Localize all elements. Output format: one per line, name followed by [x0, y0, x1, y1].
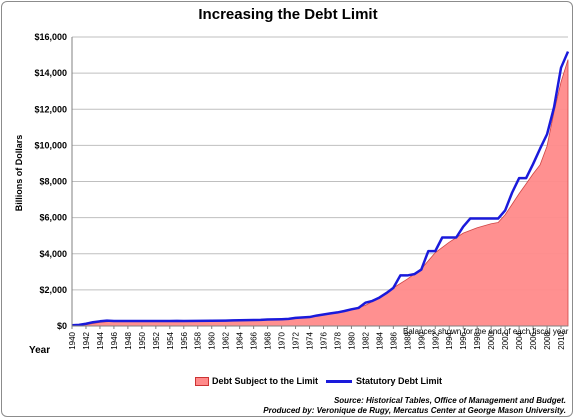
y-tick-label-7: $14,000 — [34, 68, 67, 78]
y-tick-label-3: $6,000 — [39, 213, 67, 223]
y-tick-labels: $0 $2,000 $4,000 $6,000 $8,000 $10,000 $12,000… — [34, 32, 67, 331]
y-tick-label-6: $12,000 — [34, 104, 67, 114]
x-tick-label-29: 1998 — [473, 331, 482, 349]
x-tick-label-30: 2000 — [487, 331, 496, 349]
chart-title: Increasing the Debt Limit — [198, 6, 378, 23]
x-tick-label-33: 2006 — [529, 331, 538, 349]
x-tick-label-12: 1964 — [236, 331, 245, 349]
x-tick-label-23: 1986 — [389, 331, 398, 349]
x-tick-label-24: 1988 — [403, 331, 412, 349]
x-tick-label-8: 1956 — [180, 331, 189, 349]
x-tick-label-6: 1952 — [152, 331, 161, 349]
x-tick-label-25: 1990 — [417, 331, 426, 349]
y-tick-label-0: $0 — [57, 321, 67, 331]
x-tick-label-18: 1976 — [319, 331, 328, 349]
y-tick-label-8: $16,000 — [34, 32, 67, 42]
produced-by-text: Produced by: Veronique de Rugy, Mercatus… — [263, 406, 566, 415]
legend-item-statutory-limit: Statutory Debt Limit — [326, 376, 442, 386]
x-tick-label-20: 1980 — [347, 331, 356, 349]
x-tick-labels: 1940 1942 1944 1946 1948 1950 1952 1954 1956 1958… — [68, 326, 566, 350]
area-debt-subject — [71, 59, 569, 327]
legend-swatch-area — [195, 376, 209, 386]
x-tick-label-22: 1984 — [375, 331, 384, 349]
x-tick-label-11: 1962 — [222, 331, 231, 349]
x-tick-label-15: 1970 — [278, 331, 287, 349]
x-tick-label-16: 1972 — [292, 331, 301, 349]
y-tick-label-4: $8,000 — [39, 177, 67, 187]
x-tick-label-3: 1946 — [110, 331, 119, 349]
legend-label-statutory-limit: Statutory Debt Limit — [356, 376, 443, 386]
legend-swatch-line — [326, 379, 352, 383]
x-tick-label-2: 1944 — [96, 331, 105, 349]
x-tick-label-4: 1948 — [124, 331, 133, 349]
x-tick-label-31: 2002 — [501, 331, 510, 349]
y-tick-label-2: $4,000 — [39, 249, 67, 259]
x-tick-label-27: 1994 — [445, 331, 454, 349]
x-tick-label-14: 1968 — [264, 331, 273, 349]
source-text: Source: Historical Tables, Office of Man… — [333, 396, 566, 405]
x-tick-label-19: 1978 — [333, 331, 342, 349]
x-tick-label-13: 1966 — [250, 331, 259, 349]
axes — [71, 37, 568, 327]
x-tick-label-5: 1950 — [138, 331, 147, 349]
x-axis-label: Year — [29, 345, 51, 356]
x-tick-label-26: 1992 — [431, 331, 440, 349]
x-tick-label-9: 1958 — [194, 331, 203, 349]
x-tick-label-21: 1982 — [361, 331, 370, 349]
x-tick-label-10: 1960 — [208, 331, 217, 349]
source-note: Source: Historical Tables, Office of Man… — [263, 396, 566, 416]
x-tick-label-17: 1974 — [306, 331, 315, 349]
fiscal-year-note: Balances shown for the end of each fisca… — [403, 327, 569, 336]
y-tick-label-5: $10,000 — [34, 140, 67, 150]
x-tick-label-1: 1942 — [82, 331, 91, 349]
x-tick-label-35: 2010 — [557, 331, 566, 349]
x-tick-label-7: 1954 — [166, 331, 175, 349]
legend-item-debt-subject: Debt Subject to the Limit — [195, 376, 318, 386]
line-series — [71, 51, 570, 327]
x-tick-label-0: 1940 — [68, 331, 77, 349]
line-statutory-limit — [71, 51, 570, 327]
x-tick-label-28: 1996 — [459, 331, 468, 349]
x-tick-label-32: 2004 — [515, 331, 524, 349]
legend-label-debt-subject: Debt Subject to the Limit — [212, 376, 319, 386]
x-tick-label-34: 2008 — [543, 331, 552, 349]
y-tick-label-1: $2,000 — [39, 285, 67, 295]
area-series — [71, 59, 569, 327]
